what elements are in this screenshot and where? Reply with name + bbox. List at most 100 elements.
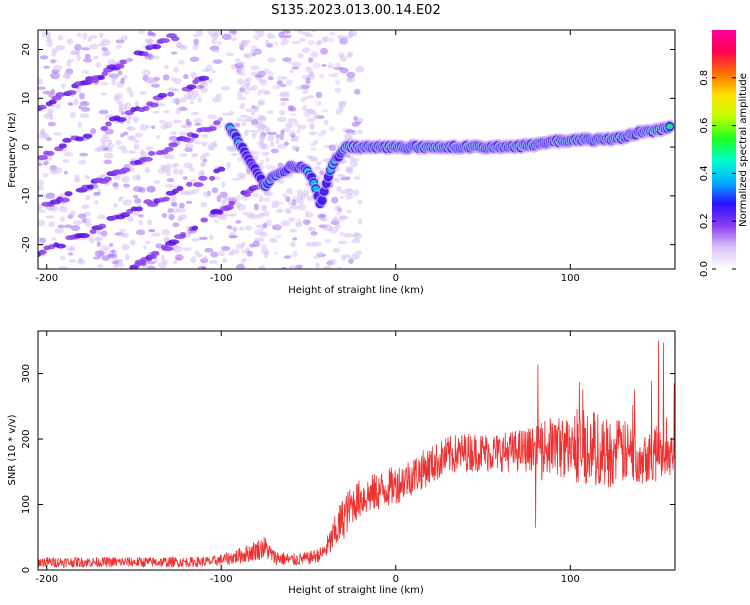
spectrogram-cell [269, 237, 278, 244]
spectrogram-cell [87, 37, 93, 43]
spectrogram-cell [275, 208, 284, 213]
spectrogram-cell [42, 133, 50, 138]
x-tick-label: 100 [561, 574, 580, 585]
spectrogram-x-label: Height of straight line (km) [288, 285, 424, 296]
x-tick-label: -100 [210, 574, 233, 585]
spectrogram-cell [81, 70, 90, 74]
spectrogram-cell [264, 39, 270, 45]
spectrogram-cell [284, 34, 292, 39]
spectrogram-cell [316, 251, 324, 257]
spectrogram-cell [146, 201, 159, 207]
spectrogram-cell [208, 260, 219, 264]
spectrogram-cell [223, 204, 234, 210]
spectrogram-cell [81, 47, 91, 51]
spectrogram-cell [275, 137, 280, 145]
spectrogram-cell [74, 43, 82, 51]
spectrogram-cell [38, 155, 48, 161]
spectrogram-cell [336, 266, 342, 269]
spectrogram-cell [180, 124, 187, 128]
spectrogram-cell [338, 52, 345, 59]
spectrogram-cell [246, 172, 252, 176]
spectrogram-cell [186, 84, 197, 90]
spectrogram-cell [312, 113, 320, 120]
spectrogram-cell [166, 178, 175, 183]
spectrogram-cell [118, 107, 124, 113]
spectrogram-cell [303, 96, 310, 100]
spectrogram-cell [38, 219, 46, 227]
spectrogram-cell [149, 102, 159, 108]
spectrogram-cell [83, 58, 93, 63]
spectrogram-cell [142, 265, 152, 269]
spectrogram-cell [161, 246, 174, 252]
spectrogram-cell [84, 222, 92, 227]
spectrogram-cell [203, 191, 211, 198]
spectrogram-cell [281, 30, 291, 34]
spectrogram-cell [258, 134, 266, 141]
spectrogram-cell [348, 155, 355, 160]
snr-panel: -200 -100 0 100 0 100 200 300 Height of straig… [7, 330, 676, 596]
spectrogram-cell [136, 229, 146, 236]
spectrogram-cell [123, 183, 131, 188]
spectrogram-cell [283, 141, 289, 146]
spectrogram-cell [178, 168, 184, 176]
spectrogram-cell [289, 228, 298, 233]
spectrogram-cell [212, 49, 220, 54]
spectrogram-cell [66, 90, 77, 96]
spectrogram-cell [63, 170, 68, 175]
spectrogram-cell [152, 110, 160, 114]
spectrogram-cell [327, 62, 333, 68]
spectrogram-cell [271, 204, 280, 209]
spectrogram-cell [132, 211, 140, 216]
spectrogram-cell [140, 148, 145, 155]
spectrogram-cell [178, 131, 188, 136]
spectrogram-cell [216, 195, 222, 203]
spectrogram-cell [328, 259, 337, 265]
spectrogram-cell [105, 121, 112, 127]
spectrogram-cell [114, 63, 125, 69]
spectrogram-cell [46, 150, 55, 156]
spectrogram-cell [56, 103, 61, 110]
spectrogram-cell [197, 266, 207, 269]
x-tick-label: 0 [393, 574, 399, 585]
spectrogram-cell [244, 77, 252, 82]
spectrogram-cell [236, 117, 243, 123]
snr-x-ticks: -200 -100 0 100 [35, 331, 580, 585]
spectrogram-cell [302, 189, 310, 197]
spectrogram-cell [297, 124, 307, 130]
spectrogram-cell [238, 41, 248, 48]
spectrogram-cell [163, 236, 171, 241]
spectrogram-cell [277, 82, 287, 87]
spectrogram-cell [46, 40, 54, 47]
spectrogram-cell [259, 159, 265, 165]
spectrogram-cell [63, 224, 73, 229]
spectrogram-cell [264, 157, 270, 163]
spectrogram-cell [193, 38, 199, 46]
spectrogram-cell [101, 230, 108, 237]
spectrogram-cell [208, 234, 214, 240]
spectrogram-cell [52, 169, 58, 175]
spectrogram-cell [250, 111, 256, 116]
spectrogram-cell [240, 259, 246, 265]
spectrogram-cell [76, 32, 82, 38]
spectrogram-cell [292, 237, 298, 241]
spectrogram-cell [357, 218, 363, 225]
spectrogram-cell [170, 195, 177, 202]
spectrogram-cell [281, 77, 288, 81]
spectrogram-cell [289, 130, 296, 136]
spectrogram-cell [100, 82, 109, 86]
spectrogram-cell [196, 253, 203, 258]
spectrogram-cell [290, 241, 296, 248]
spectrogram-cell [273, 251, 279, 255]
spectrogram-cell [93, 55, 99, 60]
spectrogram-cell [254, 122, 263, 129]
spectrogram-cell [287, 60, 292, 65]
spectrogram-cell [129, 239, 136, 246]
spectrogram-cell [191, 153, 199, 158]
spectrogram-cell [66, 61, 72, 67]
spectrogram-cell [68, 102, 73, 106]
colorbar-label: Normalized spectral amplitude [738, 73, 749, 227]
spectrogram-cell [221, 258, 228, 263]
colorbar-tick-label: 0.0 [699, 261, 710, 277]
spectrogram-cell [99, 136, 110, 143]
spectrogram-cell [226, 196, 236, 202]
